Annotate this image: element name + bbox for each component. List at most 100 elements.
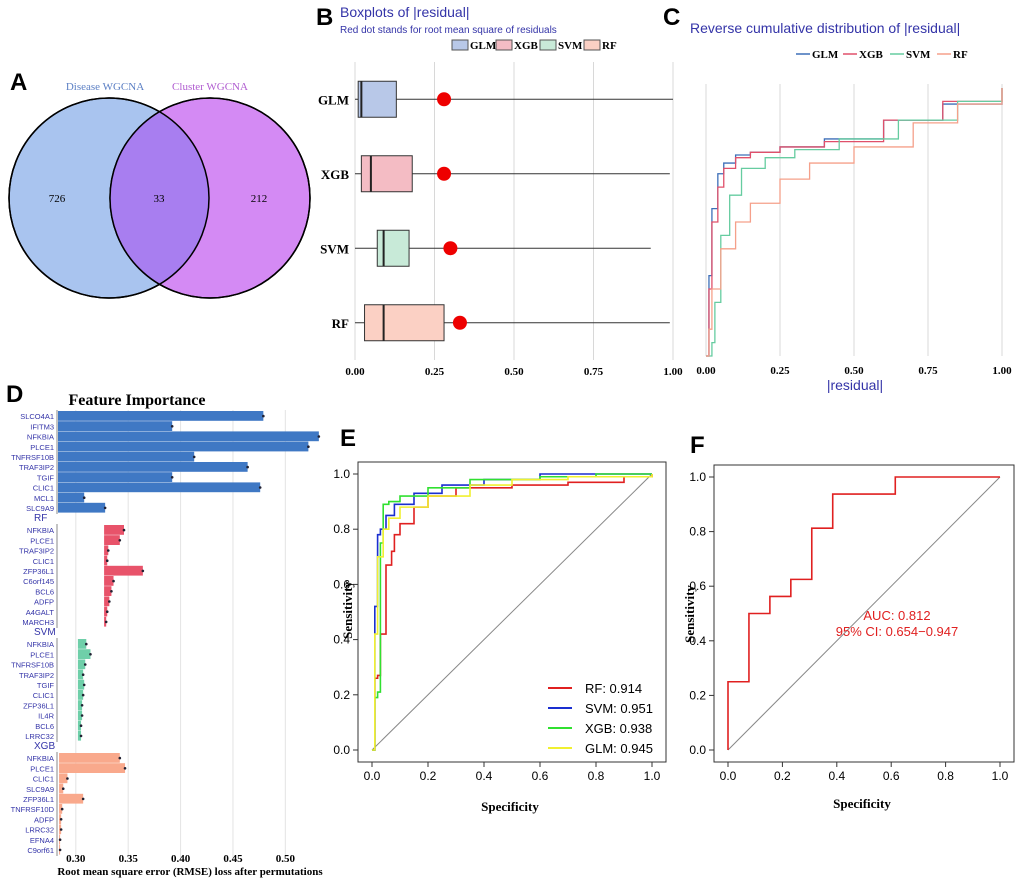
roc-multi-diagonal — [371, 473, 653, 751]
feature-importance-point — [110, 590, 113, 593]
feature-importance-bar — [58, 411, 264, 421]
reverse-cdf-title: Reverse cumulative distribution of |resi… — [690, 20, 960, 36]
feature-importance-feature-label: IFITM3 — [30, 422, 54, 431]
feature-importance-point — [82, 683, 86, 687]
feature-importance-point — [123, 767, 127, 770]
feature-importance-feature-label: LRRC32 — [25, 732, 54, 741]
feature-importance-bar — [77, 710, 83, 721]
feature-importance-point — [108, 600, 111, 603]
feature-importance-bar — [58, 502, 106, 513]
feature-importance-point — [246, 465, 249, 469]
roc-multi-ytick-label: 0.0 — [333, 743, 350, 757]
panel-letter-d: D — [6, 381, 23, 408]
feature-importance-group-label: SVM — [34, 627, 56, 638]
feature-importance-point — [122, 528, 126, 532]
feature-importance-bar — [59, 753, 120, 763]
feature-importance-feature-label: ADFP — [34, 815, 54, 824]
feature-importance-point — [192, 455, 196, 459]
feature-importance-feature-label: TNFRSF10B — [11, 453, 54, 462]
roc-multi-ytick-label: 0.4 — [333, 633, 350, 647]
boxplot-xtick-label: 0.25 — [425, 366, 445, 378]
boxplot-chart: Boxplots of |residual| Red dot stands fo… — [318, 4, 683, 378]
feature-importance-bar — [58, 431, 319, 442]
roc-single-frame — [713, 464, 1015, 763]
roc-multi-chart: 0.0 0.2 0.4 0.6 0.8 1.0 0.0 0.2 0.4 0.6 0.8 1.0 Spe… — [333, 461, 667, 814]
feature-importance-feature-label: CLIC1 — [33, 775, 54, 784]
roc-single-xtick-label: 0.0 — [720, 769, 737, 783]
feature-importance-feature-label: MARCH3 — [22, 618, 54, 627]
roc-multi-xtick-label: 0.0 — [364, 769, 381, 783]
feature-importance-bar — [77, 730, 82, 741]
feature-importance-bar — [59, 783, 64, 794]
feature-importance-bar — [104, 525, 124, 535]
boxplot-legend: GLM XGB SVM RF — [451, 39, 617, 52]
feature-importance-point — [104, 620, 108, 624]
roc-multi-xtick-label: 0.2 — [420, 769, 437, 783]
feature-importance-point — [118, 756, 122, 760]
boxplot-legend-label: SVM — [558, 40, 583, 52]
reverse-cdf-xtick-label: 0.50 — [844, 365, 864, 377]
feature-importance-feature-label: TRAF3IP2 — [19, 463, 54, 472]
feature-importance-xtick-label: 0.35 — [119, 853, 139, 865]
feature-importance-point — [83, 663, 87, 666]
boxplot-legend-key — [451, 39, 469, 51]
roc-ci-text: 95% CI: 0.654−0.947 — [836, 624, 959, 639]
feature-importance-point — [81, 673, 85, 676]
feature-importance-point — [89, 653, 92, 656]
boxplot-legend-label: XGB — [514, 40, 539, 52]
feature-importance-point — [66, 777, 69, 780]
panel-letter-f: F — [690, 432, 705, 459]
feature-importance-bar — [58, 482, 261, 493]
boxplot-box — [360, 155, 413, 193]
boxplot-box — [364, 304, 445, 342]
boxplot-rmse-dot — [437, 92, 452, 107]
reverse-cdf-legend-label: GLM — [812, 49, 839, 61]
venn-both-count: 33 — [154, 193, 166, 205]
feature-importance-feature-label: BCL6 — [35, 587, 54, 596]
roc-multi-curve — [372, 473, 652, 751]
roc-multi-legend-label: SVM: 0.951 — [585, 701, 653, 716]
feature-importance-feature-label: IL4R — [38, 712, 54, 721]
roc-single-diagonal — [727, 476, 1001, 751]
roc-multi-ytick-label: 0.2 — [333, 688, 350, 702]
feature-importance-feature-label: ADFP — [34, 598, 54, 607]
feature-importance-point — [112, 579, 115, 583]
feature-importance-bar — [59, 804, 63, 814]
roc-multi-ylabel: Sensitivity — [340, 581, 355, 639]
boxplot-category-label: XGB — [321, 167, 350, 182]
venn-overlap-region — [110, 111, 209, 285]
boxplot-legend-key — [583, 39, 601, 51]
panel-letter-e: E — [340, 425, 356, 452]
roc-single-ytick-label: 1.0 — [689, 470, 706, 484]
boxplot-xtick-label: 1.00 — [663, 366, 683, 378]
reverse-cdf-legend-label: RF — [953, 49, 968, 61]
venn-set2-label: Cluster WGCNA — [172, 81, 248, 93]
reverse-cdf-xtick-label: 0.25 — [770, 365, 790, 377]
roc-multi-ytick-label: 0.6 — [333, 577, 350, 591]
roc-multi-legend-label: RF: 0.914 — [585, 681, 642, 696]
roc-single-ytick-label: 0.0 — [689, 743, 706, 757]
feature-importance-feature-label: CLIC1 — [33, 557, 54, 566]
feature-importance-feature-label: CLIC1 — [33, 484, 54, 493]
feature-importance-bar — [77, 690, 84, 700]
feature-importance-feature-label: TRAF3IP2 — [19, 671, 54, 680]
feature-importance-bar — [104, 535, 120, 545]
feature-importance-feature-label: ZFP36L1 — [23, 701, 54, 710]
feature-importance-point — [84, 642, 88, 646]
feature-importance-bar — [58, 472, 173, 482]
feature-importance-bar — [104, 586, 112, 596]
feature-importance-point — [106, 549, 110, 552]
feature-importance-feature-label: CLIC1 — [33, 691, 54, 700]
feature-importance-bar — [58, 451, 195, 462]
roc-single-ylabel: Sensitivity — [682, 585, 697, 643]
feature-importance-bar — [58, 421, 173, 431]
feature-importance-feature-label: EFNA4 — [30, 836, 54, 845]
feature-importance-feature-label: NFKBIA — [27, 640, 54, 649]
feature-importance-point — [60, 807, 64, 811]
boxplot-legend-label: GLM — [470, 40, 497, 52]
boxplot-category-label: RF — [332, 316, 349, 331]
feature-importance-feature-label: TNFRSF10B — [11, 661, 54, 670]
reverse-cdf-xtick-label: 0.75 — [918, 365, 938, 377]
panel-letter-b: B — [316, 4, 333, 31]
